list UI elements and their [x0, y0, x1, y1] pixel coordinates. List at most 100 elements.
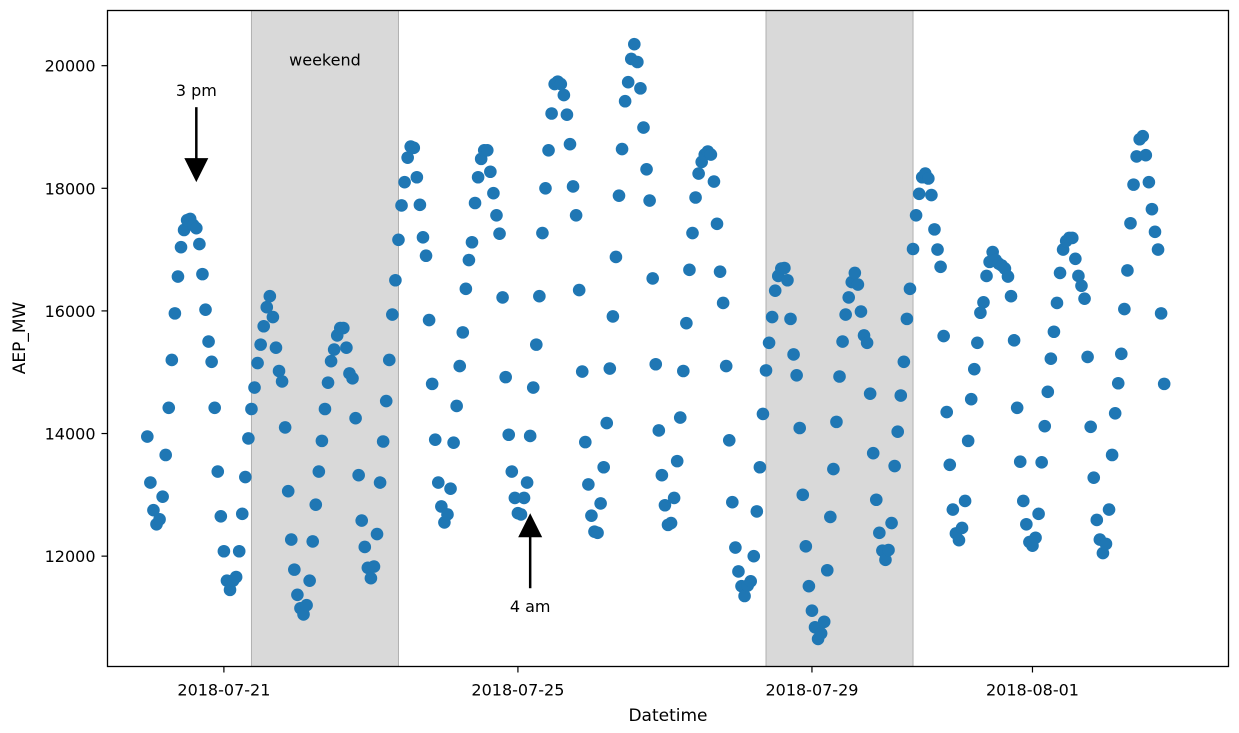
data-point	[1142, 175, 1156, 189]
data-point	[260, 300, 274, 314]
data-point	[248, 381, 261, 394]
data-point	[707, 175, 721, 188]
data-point	[520, 476, 534, 489]
data-point	[637, 121, 650, 134]
data-point	[1016, 494, 1030, 508]
data-point	[465, 235, 479, 249]
data-point	[753, 460, 767, 474]
data-point	[961, 434, 975, 448]
data-point	[628, 37, 641, 51]
data-point	[422, 313, 436, 327]
data-point	[431, 476, 445, 489]
data-point	[153, 513, 166, 526]
data-point	[805, 604, 819, 618]
weekend-region-1	[250, 10, 399, 667]
data-point	[643, 194, 656, 207]
data-point	[888, 459, 901, 473]
data-point	[542, 143, 555, 157]
data-point	[817, 615, 831, 629]
data-point	[245, 402, 258, 416]
data-point	[609, 250, 623, 264]
data-point	[413, 198, 427, 212]
annotation-text: 3 pm	[176, 81, 217, 100]
data-point	[833, 370, 846, 383]
data-point	[1038, 419, 1052, 433]
data-point	[1081, 350, 1094, 364]
data-point	[337, 321, 350, 335]
data-point	[536, 226, 549, 240]
data-point	[912, 187, 926, 201]
data-point	[1121, 264, 1134, 277]
data-point	[937, 329, 950, 343]
data-point	[762, 336, 776, 350]
data-point	[232, 544, 246, 558]
data-point	[1041, 385, 1055, 399]
data-point	[814, 627, 828, 640]
data-point	[824, 510, 837, 524]
data-point	[612, 189, 626, 202]
data-point	[802, 579, 816, 593]
data-point	[860, 336, 874, 350]
data-point	[428, 433, 442, 446]
data-point	[487, 186, 500, 200]
data-point	[971, 336, 984, 350]
data-point	[655, 468, 669, 482]
data-point	[719, 359, 733, 373]
data-point	[793, 421, 807, 435]
data-point	[288, 563, 301, 576]
data-point	[190, 221, 203, 235]
annotation-arrowhead	[518, 513, 543, 538]
data-point	[726, 495, 739, 509]
data-point	[1004, 289, 1018, 303]
data-point	[670, 454, 684, 468]
data-point	[355, 514, 369, 527]
data-point	[1136, 129, 1150, 143]
x-axis-label: Datetime	[628, 706, 707, 726]
data-point	[750, 505, 764, 518]
data-point	[144, 476, 157, 489]
data-point	[156, 490, 169, 503]
annotations: weekend 3 pm 4 am	[176, 51, 551, 617]
data-point	[352, 468, 365, 482]
data-point	[441, 508, 454, 521]
data-point	[526, 381, 540, 394]
data-point	[373, 476, 387, 489]
data-point	[1010, 401, 1024, 415]
data-point	[866, 446, 880, 460]
annotation-text: weekend	[289, 51, 361, 70]
data-point	[925, 188, 938, 202]
data-point	[1139, 148, 1153, 162]
data-point	[1111, 376, 1125, 390]
data-point	[533, 289, 546, 303]
data-point	[738, 589, 751, 603]
data-point	[640, 162, 653, 176]
data-point	[205, 355, 218, 369]
data-point	[879, 553, 892, 567]
data-point	[713, 265, 727, 278]
data-point	[217, 544, 231, 558]
data-point	[686, 226, 699, 240]
data-point	[1124, 216, 1137, 230]
data-point	[781, 273, 794, 287]
data-point	[505, 465, 519, 478]
data-point	[827, 462, 840, 476]
data-point	[147, 503, 160, 517]
data-point	[873, 526, 886, 540]
data-point	[683, 263, 696, 277]
data-point	[603, 362, 617, 375]
data-point	[263, 289, 277, 303]
data-point	[1013, 455, 1027, 469]
data-point	[447, 436, 460, 450]
data-point	[977, 296, 990, 309]
data-point	[327, 343, 341, 356]
data-point	[830, 415, 843, 429]
data-point	[1148, 225, 1162, 239]
data-point	[768, 284, 782, 297]
data-point	[759, 364, 773, 377]
data-point	[631, 55, 644, 69]
data-point	[680, 316, 693, 330]
data-point	[462, 253, 476, 267]
data-point	[615, 142, 629, 156]
data-point	[214, 509, 228, 523]
data-point	[882, 543, 895, 557]
